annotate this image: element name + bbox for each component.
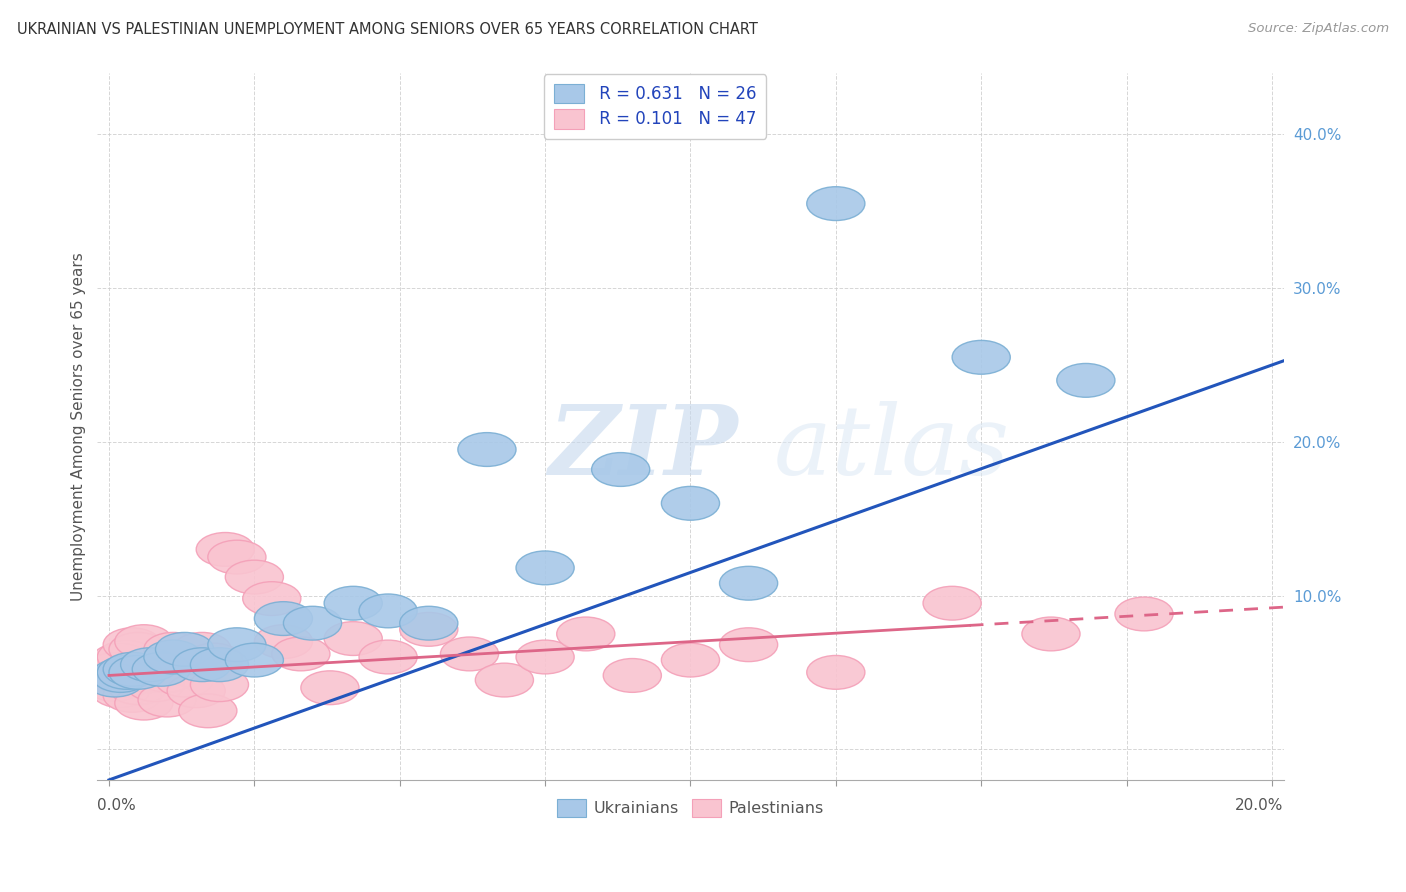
Ellipse shape (86, 663, 143, 697)
Ellipse shape (115, 624, 173, 658)
Ellipse shape (162, 640, 219, 674)
Ellipse shape (190, 648, 249, 681)
Ellipse shape (97, 663, 156, 697)
Ellipse shape (156, 663, 214, 697)
Ellipse shape (225, 560, 284, 594)
Ellipse shape (603, 658, 661, 692)
Ellipse shape (110, 656, 167, 690)
Ellipse shape (143, 632, 202, 666)
Ellipse shape (325, 586, 382, 620)
Ellipse shape (325, 622, 382, 656)
Ellipse shape (143, 640, 202, 674)
Ellipse shape (1115, 597, 1173, 631)
Ellipse shape (103, 628, 162, 662)
Ellipse shape (225, 643, 284, 677)
Ellipse shape (720, 628, 778, 662)
Ellipse shape (138, 683, 197, 717)
Ellipse shape (208, 628, 266, 662)
Ellipse shape (121, 658, 179, 692)
Ellipse shape (115, 686, 173, 720)
Ellipse shape (103, 679, 162, 713)
Ellipse shape (190, 668, 249, 702)
Ellipse shape (132, 652, 190, 686)
Y-axis label: Unemployment Among Seniors over 65 years: Unemployment Among Seniors over 65 years (72, 252, 86, 601)
Ellipse shape (952, 341, 1011, 375)
Ellipse shape (254, 602, 312, 635)
Ellipse shape (243, 582, 301, 615)
Text: ZIP: ZIP (548, 401, 738, 495)
Ellipse shape (132, 652, 190, 686)
Ellipse shape (359, 640, 418, 674)
Ellipse shape (1022, 617, 1080, 651)
Ellipse shape (103, 652, 162, 686)
Ellipse shape (156, 632, 214, 666)
Ellipse shape (661, 486, 720, 520)
Ellipse shape (97, 656, 156, 690)
Ellipse shape (110, 632, 167, 666)
Ellipse shape (592, 452, 650, 486)
Ellipse shape (91, 643, 149, 677)
Ellipse shape (97, 640, 156, 674)
Ellipse shape (91, 674, 149, 707)
Ellipse shape (91, 658, 149, 692)
Text: 20.0%: 20.0% (1236, 798, 1284, 814)
Ellipse shape (284, 607, 342, 640)
Text: Source: ZipAtlas.com: Source: ZipAtlas.com (1249, 22, 1389, 36)
Ellipse shape (179, 694, 236, 728)
Text: UKRAINIAN VS PALESTINIAN UNEMPLOYMENT AMONG SENIORS OVER 65 YEARS CORRELATION CH: UKRAINIAN VS PALESTINIAN UNEMPLOYMENT AM… (17, 22, 758, 37)
Ellipse shape (110, 671, 167, 705)
Ellipse shape (475, 663, 533, 697)
Ellipse shape (301, 671, 359, 705)
Ellipse shape (86, 668, 143, 702)
Ellipse shape (807, 656, 865, 690)
Ellipse shape (399, 613, 458, 646)
Ellipse shape (516, 640, 574, 674)
Legend: Ukrainians, Palestinians: Ukrainians, Palestinians (550, 790, 832, 825)
Text: 0.0%: 0.0% (97, 798, 136, 814)
Ellipse shape (197, 533, 254, 566)
Ellipse shape (807, 186, 865, 220)
Ellipse shape (359, 594, 418, 628)
Ellipse shape (173, 632, 231, 666)
Ellipse shape (458, 433, 516, 467)
Ellipse shape (149, 643, 208, 677)
Ellipse shape (271, 637, 330, 671)
Ellipse shape (127, 668, 184, 702)
Ellipse shape (173, 648, 231, 681)
Ellipse shape (924, 586, 981, 620)
Ellipse shape (86, 652, 143, 686)
Text: atlas: atlas (773, 401, 1010, 495)
Ellipse shape (399, 607, 458, 640)
Ellipse shape (167, 674, 225, 707)
Ellipse shape (138, 658, 197, 692)
Ellipse shape (440, 637, 499, 671)
Ellipse shape (557, 617, 614, 651)
Ellipse shape (1057, 363, 1115, 397)
Ellipse shape (184, 643, 243, 677)
Ellipse shape (254, 624, 312, 658)
Ellipse shape (208, 541, 266, 574)
Ellipse shape (121, 648, 179, 681)
Ellipse shape (720, 566, 778, 600)
Ellipse shape (516, 551, 574, 585)
Ellipse shape (661, 643, 720, 677)
